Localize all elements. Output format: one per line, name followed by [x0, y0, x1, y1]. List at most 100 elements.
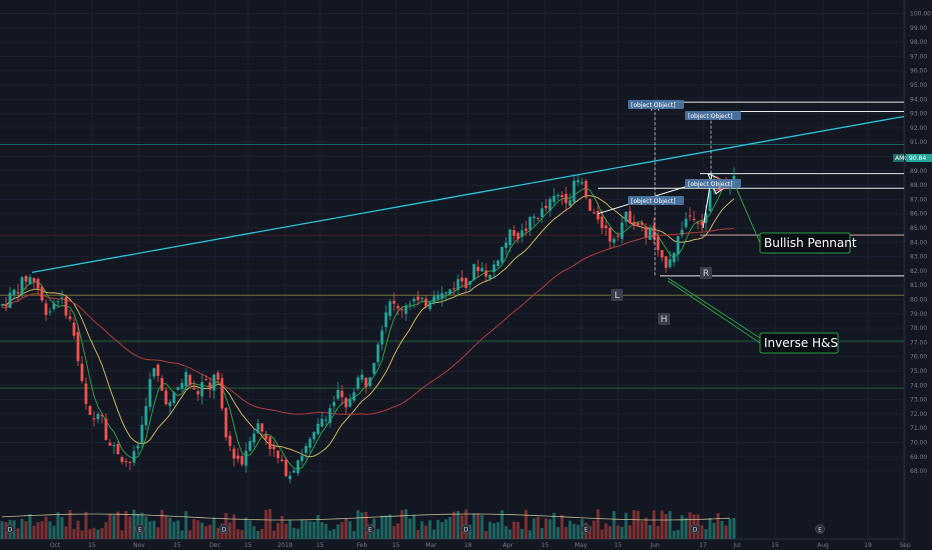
candle-body — [584, 180, 588, 198]
candle-body — [636, 223, 640, 226]
price-tick-label: 94.00 — [910, 96, 927, 103]
candle-body — [188, 375, 192, 386]
candle-body — [332, 401, 336, 407]
candle-body — [60, 297, 64, 299]
volume-bar — [488, 521, 492, 539]
volume-bar — [204, 526, 208, 539]
candle-body — [400, 309, 404, 311]
volume-bar — [508, 529, 512, 539]
event-marker-dot — [365, 524, 375, 534]
volume-bar — [596, 509, 600, 539]
volume-bar — [344, 518, 348, 539]
candle-body — [396, 305, 400, 309]
price-tick-label: 95.00 — [910, 82, 927, 89]
candle-body — [128, 461, 132, 463]
candle-body — [384, 312, 388, 328]
price-tick-label: 89.00 — [910, 168, 927, 175]
candle-body — [620, 222, 624, 239]
candle-body — [160, 378, 164, 391]
candle-body — [136, 445, 140, 449]
volume-bar — [700, 525, 704, 539]
candle-body — [452, 288, 456, 290]
volume-bar — [476, 513, 480, 539]
candle-body — [372, 362, 376, 374]
event-marker-label: E — [368, 527, 372, 534]
candle-body — [628, 211, 632, 224]
volume-bar — [300, 519, 304, 539]
volume-bar — [652, 510, 656, 539]
candle-body — [708, 190, 712, 212]
candle-body — [148, 379, 152, 407]
candle-body — [28, 277, 32, 284]
volume-bar — [616, 525, 620, 539]
candle-body — [648, 227, 652, 240]
candle-body — [604, 225, 608, 229]
volume-bar — [608, 526, 612, 539]
volume-bar — [424, 525, 428, 539]
candle-body — [640, 222, 644, 225]
volume-bar — [240, 529, 244, 539]
volume-bar — [76, 520, 80, 539]
candle-body — [312, 432, 316, 440]
volume-bar — [512, 521, 516, 539]
volume-bar — [196, 520, 200, 539]
candle-body — [112, 445, 116, 447]
candle-body — [124, 461, 128, 463]
candle-body — [232, 448, 236, 459]
svg-text:[object Object]: [object Object] — [631, 198, 676, 205]
volume-bar — [392, 525, 396, 539]
volume-bar — [360, 512, 364, 539]
time-tick-label: 19 — [864, 542, 872, 549]
volume-bar — [60, 516, 64, 539]
candle-body — [320, 418, 324, 427]
candle-body — [84, 383, 88, 405]
candle-body — [448, 289, 452, 295]
candle-body — [212, 374, 216, 391]
time-tick-label: 15 — [316, 542, 324, 549]
volume-bar — [312, 521, 316, 539]
event-marker-label: E — [584, 527, 588, 534]
candle-body — [388, 301, 392, 316]
event-marker: E — [135, 524, 145, 534]
candle-body — [308, 438, 312, 448]
last-price-value: 90.84 — [909, 155, 926, 162]
candle-body — [504, 242, 508, 248]
candle-body — [276, 450, 280, 459]
volume-bar — [184, 511, 188, 539]
candle-body — [292, 470, 296, 473]
event-marker-dot — [5, 524, 15, 534]
candle-body — [456, 279, 460, 290]
volume-bar — [316, 514, 320, 539]
candle-body — [228, 435, 232, 446]
candle-body — [48, 311, 52, 313]
event-marker-label: E — [138, 527, 142, 534]
volume-bar — [48, 521, 52, 539]
volume-bar — [384, 515, 388, 539]
volume-bar — [716, 513, 720, 539]
volume-bar — [356, 510, 360, 539]
price-tick-label: 100.00 — [910, 11, 931, 18]
volume-bar — [116, 511, 120, 539]
time-tick-label: Aug — [817, 542, 829, 549]
ma-medium-line — [1, 195, 735, 458]
volume-bar — [604, 523, 608, 539]
volume-bar — [436, 519, 440, 539]
volume-bar — [632, 510, 636, 539]
candle-body — [684, 218, 688, 227]
volume-bar — [352, 530, 356, 539]
time-tick-label: Mar — [425, 542, 437, 549]
price-tick-label: 68.00 — [910, 468, 927, 475]
time-tick-label: 15 — [244, 542, 252, 549]
event-marker-dot — [690, 524, 700, 534]
volume-bar — [376, 528, 380, 539]
volume-bar — [124, 511, 128, 539]
price-tick-label: 86.00 — [910, 211, 927, 218]
candle-body — [40, 286, 44, 301]
annotation-bullish-pennant[interactable]: Bullish Pennant — [759, 232, 857, 254]
annotation-inverse-hs[interactable]: Inverse H&S — [759, 332, 839, 354]
candle-body — [324, 419, 328, 421]
candle-body — [152, 368, 156, 377]
volume-bar — [260, 528, 264, 539]
